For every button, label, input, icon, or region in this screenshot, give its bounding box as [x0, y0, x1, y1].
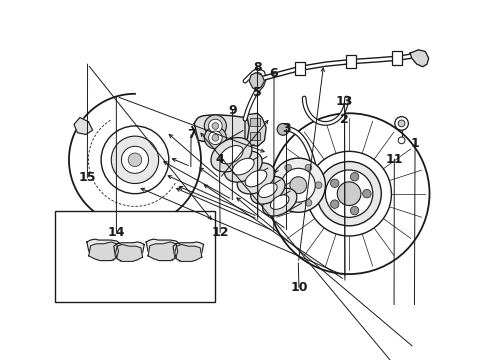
Polygon shape	[74, 117, 93, 134]
Circle shape	[277, 123, 289, 135]
Circle shape	[395, 117, 408, 130]
Text: 1: 1	[411, 138, 419, 150]
Circle shape	[209, 131, 222, 145]
Polygon shape	[249, 73, 265, 90]
Circle shape	[274, 182, 281, 189]
Text: 5: 5	[253, 86, 262, 99]
Circle shape	[281, 168, 315, 202]
Circle shape	[101, 126, 169, 194]
Circle shape	[290, 177, 307, 194]
Text: 15: 15	[79, 171, 96, 184]
Polygon shape	[194, 115, 249, 145]
Bar	[250, 117, 260, 126]
Ellipse shape	[245, 170, 267, 187]
Circle shape	[204, 127, 226, 149]
Text: 6: 6	[270, 67, 278, 80]
Text: 7: 7	[187, 128, 196, 141]
Text: 12: 12	[211, 226, 229, 239]
Bar	[250, 132, 260, 140]
Circle shape	[271, 158, 325, 212]
Polygon shape	[173, 242, 203, 261]
Circle shape	[330, 200, 339, 208]
Circle shape	[305, 164, 312, 171]
Polygon shape	[410, 50, 429, 67]
Text: 4: 4	[216, 153, 224, 166]
Polygon shape	[146, 239, 180, 261]
Circle shape	[311, 189, 323, 201]
Polygon shape	[175, 244, 202, 261]
Bar	[54, 211, 216, 302]
Circle shape	[337, 182, 361, 206]
Ellipse shape	[251, 176, 285, 204]
Text: 10: 10	[290, 281, 308, 294]
Circle shape	[363, 189, 371, 198]
Circle shape	[305, 199, 312, 206]
Text: 2: 2	[340, 113, 349, 126]
Text: 9: 9	[228, 104, 237, 117]
Polygon shape	[245, 113, 266, 146]
Ellipse shape	[211, 138, 252, 172]
Bar	[346, 55, 356, 68]
Ellipse shape	[259, 183, 277, 198]
Circle shape	[350, 206, 359, 215]
Polygon shape	[148, 242, 178, 261]
Circle shape	[325, 170, 373, 217]
Polygon shape	[89, 242, 119, 261]
Text: 13: 13	[336, 95, 353, 108]
Circle shape	[111, 136, 159, 184]
Circle shape	[269, 113, 430, 274]
Bar	[295, 62, 305, 75]
Text: 14: 14	[108, 226, 125, 239]
Circle shape	[122, 146, 148, 174]
Circle shape	[350, 172, 359, 181]
Bar	[392, 51, 402, 65]
Text: 3: 3	[282, 122, 291, 135]
Text: 11: 11	[386, 153, 403, 166]
Circle shape	[204, 115, 226, 137]
Circle shape	[315, 182, 322, 189]
Ellipse shape	[263, 188, 297, 216]
Circle shape	[398, 120, 405, 127]
Circle shape	[285, 164, 292, 171]
Circle shape	[128, 153, 142, 167]
Circle shape	[212, 134, 219, 141]
Polygon shape	[114, 242, 144, 261]
Circle shape	[330, 179, 339, 188]
Circle shape	[209, 119, 222, 133]
Circle shape	[307, 151, 392, 236]
Circle shape	[317, 162, 381, 226]
Ellipse shape	[220, 145, 243, 164]
Ellipse shape	[224, 151, 262, 182]
Ellipse shape	[270, 195, 289, 210]
Polygon shape	[87, 239, 121, 261]
Text: 8: 8	[253, 61, 262, 74]
Circle shape	[285, 199, 292, 206]
Circle shape	[398, 137, 405, 144]
Ellipse shape	[237, 163, 275, 194]
Circle shape	[212, 122, 219, 129]
Ellipse shape	[232, 158, 254, 175]
Polygon shape	[116, 244, 143, 261]
